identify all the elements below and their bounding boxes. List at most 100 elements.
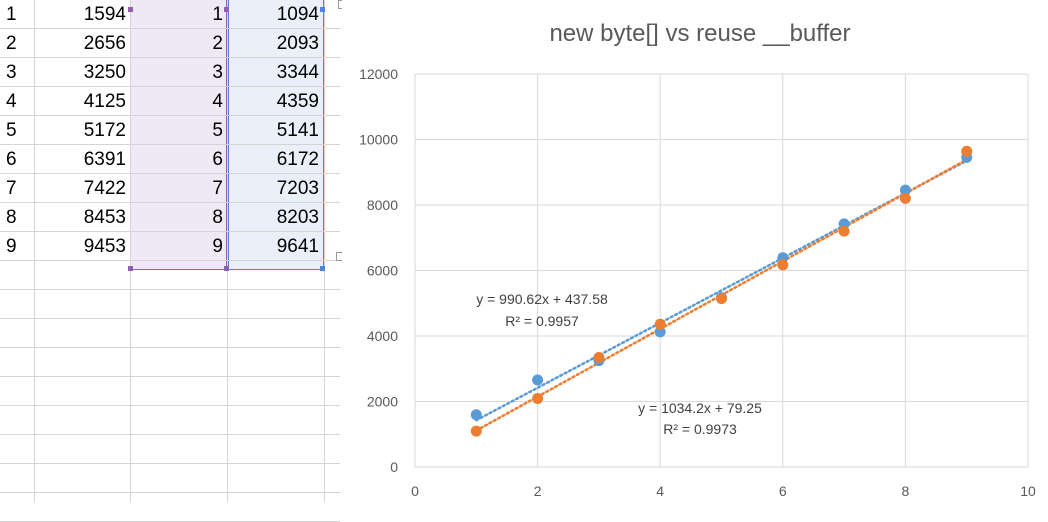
cell-col-a[interactable]: 7 (6, 178, 17, 199)
trendline-r2-series-2[interactable]: R² = 0.9973 (663, 421, 737, 437)
cell-col-c[interactable]: 5 (212, 120, 223, 141)
cell-col-b[interactable]: 8453 (83, 207, 126, 228)
chart-title[interactable]: new byte[] vs reuse __buffer (549, 20, 850, 47)
cell-col-c[interactable]: 3 (212, 62, 223, 83)
data-point-series-2[interactable] (654, 318, 666, 330)
selection-range-column-d[interactable] (228, 0, 324, 270)
data-points (470, 145, 973, 437)
x-tick-label: 2 (534, 483, 542, 499)
x-tick-label: 6 (779, 483, 787, 499)
selection-handle-c-top-right[interactable] (224, 7, 229, 12)
cell-col-a[interactable]: 1 (6, 4, 17, 25)
row-gridline (0, 260, 340, 261)
x-tick-label: 4 (656, 483, 664, 499)
cell-col-d[interactable]: 6172 (276, 149, 319, 170)
column-gridline (130, 0, 131, 502)
cell-col-b[interactable]: 6391 (83, 149, 126, 170)
cell-col-d[interactable]: 7203 (276, 178, 319, 199)
cell-col-b[interactable]: 4125 (83, 91, 126, 112)
row-gridline (0, 173, 340, 174)
cell-col-b[interactable]: 9453 (83, 236, 126, 257)
cell-col-a[interactable]: 4 (6, 91, 17, 112)
cell-col-a[interactable]: 2 (6, 33, 17, 54)
column-gridline (324, 0, 325, 502)
cell-col-d[interactable]: 3344 (276, 62, 319, 83)
data-point-series-1[interactable] (532, 374, 544, 386)
cell-col-a[interactable]: 5 (6, 120, 17, 141)
cell-col-b[interactable]: 7422 (83, 178, 126, 199)
trendline-r2-series-1[interactable]: R² = 0.9957 (505, 313, 579, 329)
x-tick-label: 0 (411, 483, 419, 499)
cell-col-c[interactable]: 1 (212, 4, 223, 25)
row-gridline (0, 347, 340, 348)
row-gridline (0, 405, 340, 406)
row-gridline (0, 57, 340, 58)
data-point-series-2[interactable] (470, 425, 482, 437)
selection-handle-d-bottom-right[interactable] (320, 266, 325, 271)
cell-col-b[interactable]: 2656 (83, 33, 126, 54)
y-tick-label: 0 (390, 459, 398, 475)
trendline-equation-series-1[interactable]: y = 990.62x + 437.58 (476, 291, 608, 307)
data-point-series-1[interactable] (470, 409, 482, 421)
y-tick-label: 8000 (367, 197, 398, 213)
cell-col-b[interactable]: 5172 (83, 120, 126, 141)
cell-col-c[interactable]: 7 (212, 178, 223, 199)
y-tick-label: 4000 (367, 328, 398, 344)
cell-col-d[interactable]: 5141 (276, 120, 319, 141)
row-gridline (0, 28, 340, 29)
y-tick-label: 6000 (367, 263, 398, 279)
cell-col-d[interactable]: 1094 (276, 4, 319, 25)
data-point-series-2[interactable] (961, 145, 973, 157)
data-point-series-2[interactable] (777, 259, 789, 271)
cell-col-a[interactable]: 3 (6, 62, 17, 83)
trendline-equation-series-2[interactable]: y = 1034.2x + 79.25 (638, 400, 762, 416)
data-point-series-1[interactable] (654, 326, 666, 338)
x-tick-label: 10 (1020, 483, 1036, 499)
y-axis-ticks: 0 2000 4000 6000 8000 10000 12000 (359, 66, 398, 475)
chart-gridlines (414, 73, 1029, 468)
scatter-chart[interactable]: 0 2000 4000 6000 8000 10000 12000 0 2 4 6 8 10 new … (342, 0, 1048, 502)
data-point-series-1[interactable] (899, 184, 911, 196)
cell-col-a[interactable]: 9 (6, 236, 17, 257)
cell-col-d[interactable]: 9641 (276, 236, 319, 257)
row-gridline (0, 144, 340, 145)
row-gridline (0, 289, 340, 290)
data-point-series-2[interactable] (838, 225, 850, 237)
cell-col-a[interactable]: 8 (6, 207, 17, 228)
cell-col-c[interactable]: 9 (212, 236, 223, 257)
data-point-series-2[interactable] (532, 392, 544, 404)
row-gridline (0, 231, 340, 232)
data-point-series-2[interactable] (899, 192, 911, 204)
selection-handle-c-bottom-left[interactable] (128, 266, 133, 271)
row-gridline (0, 318, 340, 319)
column-gridline (34, 0, 35, 502)
cell-col-c[interactable]: 2 (212, 33, 223, 54)
row-gridline (0, 463, 340, 464)
cell-col-c[interactable]: 6 (212, 149, 223, 170)
y-tick-label: 2000 (367, 394, 398, 410)
selection-handle-c-top-left[interactable] (128, 7, 133, 12)
cell-col-d[interactable]: 8203 (276, 207, 319, 228)
cell-col-d[interactable]: 4359 (276, 91, 319, 112)
cell-col-d[interactable]: 2093 (276, 33, 319, 54)
selection-handle-c-bottom-right[interactable] (224, 266, 229, 271)
selection-handle-d-top-right[interactable] (320, 7, 325, 12)
row-gridline (0, 202, 340, 203)
cell-col-a[interactable]: 6 (6, 149, 17, 170)
y-tick-label: 10000 (359, 132, 398, 148)
x-tick-label: 8 (902, 483, 910, 499)
spreadsheet-grid[interactable]: 1 1594 1 1094 2 2656 2 2093 3 3250 3 3344 4 4125 4 4359… (0, 0, 340, 522)
data-point-series-2[interactable] (593, 351, 605, 363)
selection-range-column-c[interactable] (130, 0, 227, 270)
data-point-series-2[interactable] (716, 293, 727, 305)
row-gridline (0, 376, 340, 377)
cell-col-c[interactable]: 4 (212, 91, 223, 112)
row-gridline (0, 86, 340, 87)
chart-canvas: 0 2000 4000 6000 8000 10000 12000 0 2 4 6 8 10 new … (359, 20, 1036, 499)
cell-col-c[interactable]: 8 (212, 207, 223, 228)
row-gridline (0, 434, 340, 435)
column-gridline (227, 0, 228, 502)
x-axis-ticks: 0 2 4 6 8 10 (411, 483, 1036, 499)
cell-col-b[interactable]: 1594 (83, 4, 126, 25)
cell-col-b[interactable]: 3250 (83, 62, 126, 83)
